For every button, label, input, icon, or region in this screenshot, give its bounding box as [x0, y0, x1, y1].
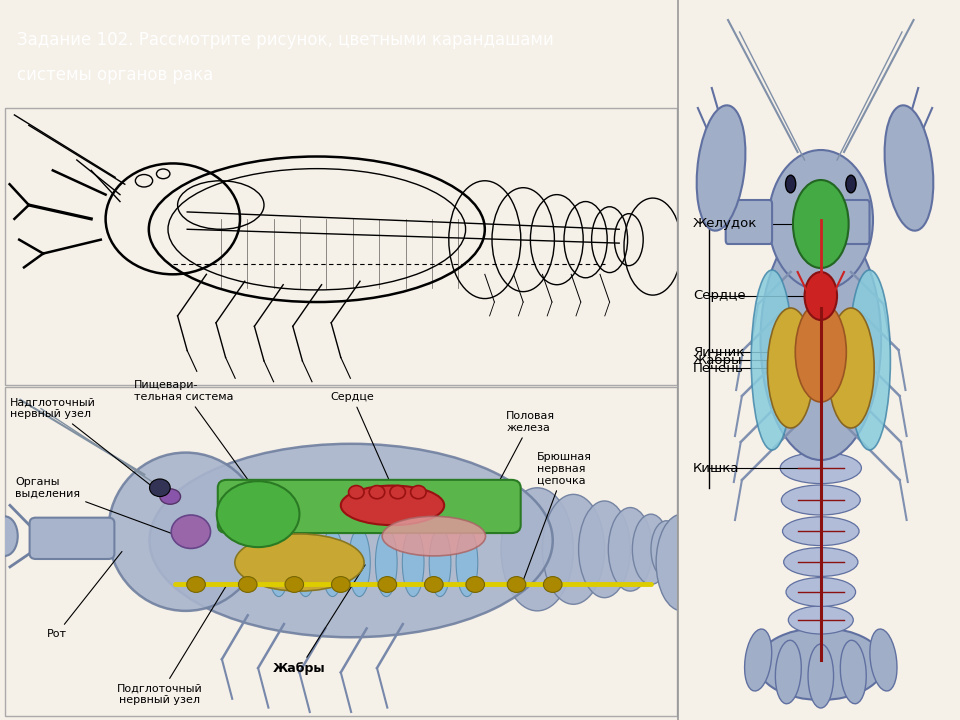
Circle shape: [238, 577, 257, 593]
Text: Сердце: Сердце: [330, 392, 392, 485]
Circle shape: [390, 485, 405, 499]
Ellipse shape: [0, 516, 17, 556]
Circle shape: [171, 515, 210, 549]
Text: Пищевари-
тельная система: Пищевари- тельная система: [134, 380, 262, 499]
Ellipse shape: [429, 528, 451, 597]
Ellipse shape: [780, 452, 861, 484]
Ellipse shape: [108, 453, 263, 611]
Circle shape: [785, 175, 796, 193]
Ellipse shape: [793, 180, 849, 268]
Ellipse shape: [808, 644, 833, 708]
Text: Жабры: Жабры: [274, 565, 365, 675]
Ellipse shape: [783, 548, 858, 577]
Ellipse shape: [501, 487, 573, 611]
Ellipse shape: [849, 270, 891, 450]
Ellipse shape: [382, 516, 486, 556]
Ellipse shape: [804, 272, 837, 320]
Ellipse shape: [456, 528, 478, 597]
FancyBboxPatch shape: [726, 200, 772, 244]
Circle shape: [411, 485, 426, 499]
Circle shape: [543, 577, 562, 593]
Circle shape: [507, 577, 526, 593]
Bar: [5, 108, 677, 385]
Text: Задание 102. Рассмотрите рисунок, цветными карандашами: Задание 102. Рассмотрите рисунок, цветны…: [17, 31, 554, 49]
Ellipse shape: [160, 489, 180, 504]
Ellipse shape: [828, 308, 875, 428]
Circle shape: [378, 577, 396, 593]
Text: Брюшная
нервная
цепочка: Брюшная нервная цепочка: [522, 452, 592, 582]
Text: Надглоточный
нервный узел: Надглоточный нервный узел: [10, 398, 163, 495]
Ellipse shape: [769, 150, 873, 290]
Ellipse shape: [402, 528, 424, 597]
Ellipse shape: [375, 528, 397, 597]
Ellipse shape: [651, 521, 682, 578]
Ellipse shape: [751, 270, 793, 450]
Circle shape: [331, 577, 350, 593]
Ellipse shape: [609, 508, 652, 591]
Ellipse shape: [579, 501, 631, 598]
FancyBboxPatch shape: [218, 480, 520, 533]
Text: Яичник: Яичник: [693, 346, 745, 359]
Text: системы органов рака: системы органов рака: [17, 66, 213, 84]
Ellipse shape: [788, 606, 853, 634]
Ellipse shape: [633, 514, 669, 585]
Ellipse shape: [150, 444, 553, 637]
Ellipse shape: [757, 628, 884, 700]
Text: Печень: Печень: [693, 361, 744, 374]
Ellipse shape: [341, 485, 444, 525]
Text: Сердце: Сердце: [693, 289, 746, 302]
Bar: [5, 387, 677, 716]
Text: Органы
выделения: Органы выделения: [15, 477, 188, 539]
Ellipse shape: [235, 534, 364, 591]
Ellipse shape: [781, 485, 860, 515]
Ellipse shape: [760, 220, 881, 460]
Text: Половая
железа: Половая железа: [471, 411, 555, 534]
Ellipse shape: [656, 514, 708, 611]
Circle shape: [846, 175, 856, 193]
Text: Кишка: Кишка: [693, 462, 740, 474]
Circle shape: [348, 485, 364, 499]
Circle shape: [370, 485, 385, 499]
FancyBboxPatch shape: [823, 200, 870, 244]
Circle shape: [285, 577, 303, 593]
Text: Желудок: Желудок: [693, 217, 757, 230]
Ellipse shape: [268, 528, 290, 597]
Ellipse shape: [697, 105, 745, 230]
Ellipse shape: [782, 517, 859, 546]
Text: Рот: Рот: [46, 552, 122, 639]
Circle shape: [187, 577, 205, 593]
Ellipse shape: [884, 105, 933, 230]
Ellipse shape: [795, 302, 847, 402]
Ellipse shape: [870, 629, 897, 691]
Ellipse shape: [348, 528, 371, 597]
Ellipse shape: [295, 528, 317, 597]
Ellipse shape: [776, 640, 802, 703]
Circle shape: [424, 577, 444, 593]
Text: Жабры: Жабры: [693, 354, 743, 366]
Ellipse shape: [786, 577, 855, 606]
Circle shape: [150, 479, 170, 497]
Ellipse shape: [745, 629, 772, 691]
Ellipse shape: [322, 528, 344, 597]
Circle shape: [466, 577, 485, 593]
Ellipse shape: [542, 495, 605, 604]
Text: Подглоточный
нервный узел: Подглоточный нервный узел: [117, 587, 226, 705]
Ellipse shape: [767, 308, 814, 428]
Ellipse shape: [217, 481, 300, 547]
FancyBboxPatch shape: [30, 518, 114, 559]
Ellipse shape: [840, 640, 866, 703]
